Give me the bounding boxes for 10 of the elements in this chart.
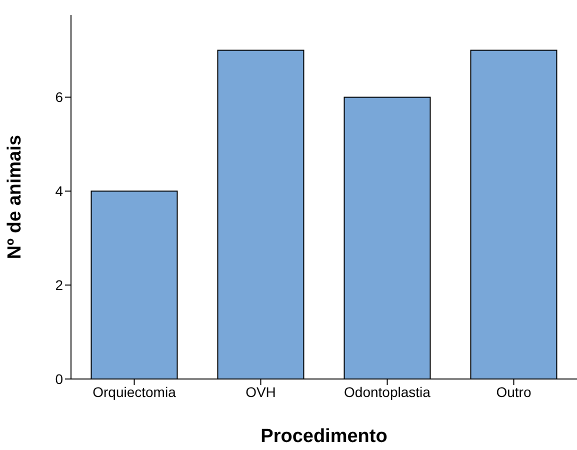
y-tick-label: 4 (55, 183, 64, 200)
y-tick-label: 0 (55, 370, 64, 387)
x-tick-label: Odontoplastia (344, 384, 431, 400)
x-tick-label: Outro (496, 384, 532, 400)
y-tick-label: 2 (55, 277, 64, 294)
y-axis-title: Nº de animais (4, 134, 26, 260)
y-tick-label: 6 (55, 89, 64, 106)
x-axis-title: Procedimento (260, 426, 388, 447)
x-tick-label: Orquiectomia (92, 384, 176, 400)
x-tick-label: OVH (246, 384, 276, 400)
